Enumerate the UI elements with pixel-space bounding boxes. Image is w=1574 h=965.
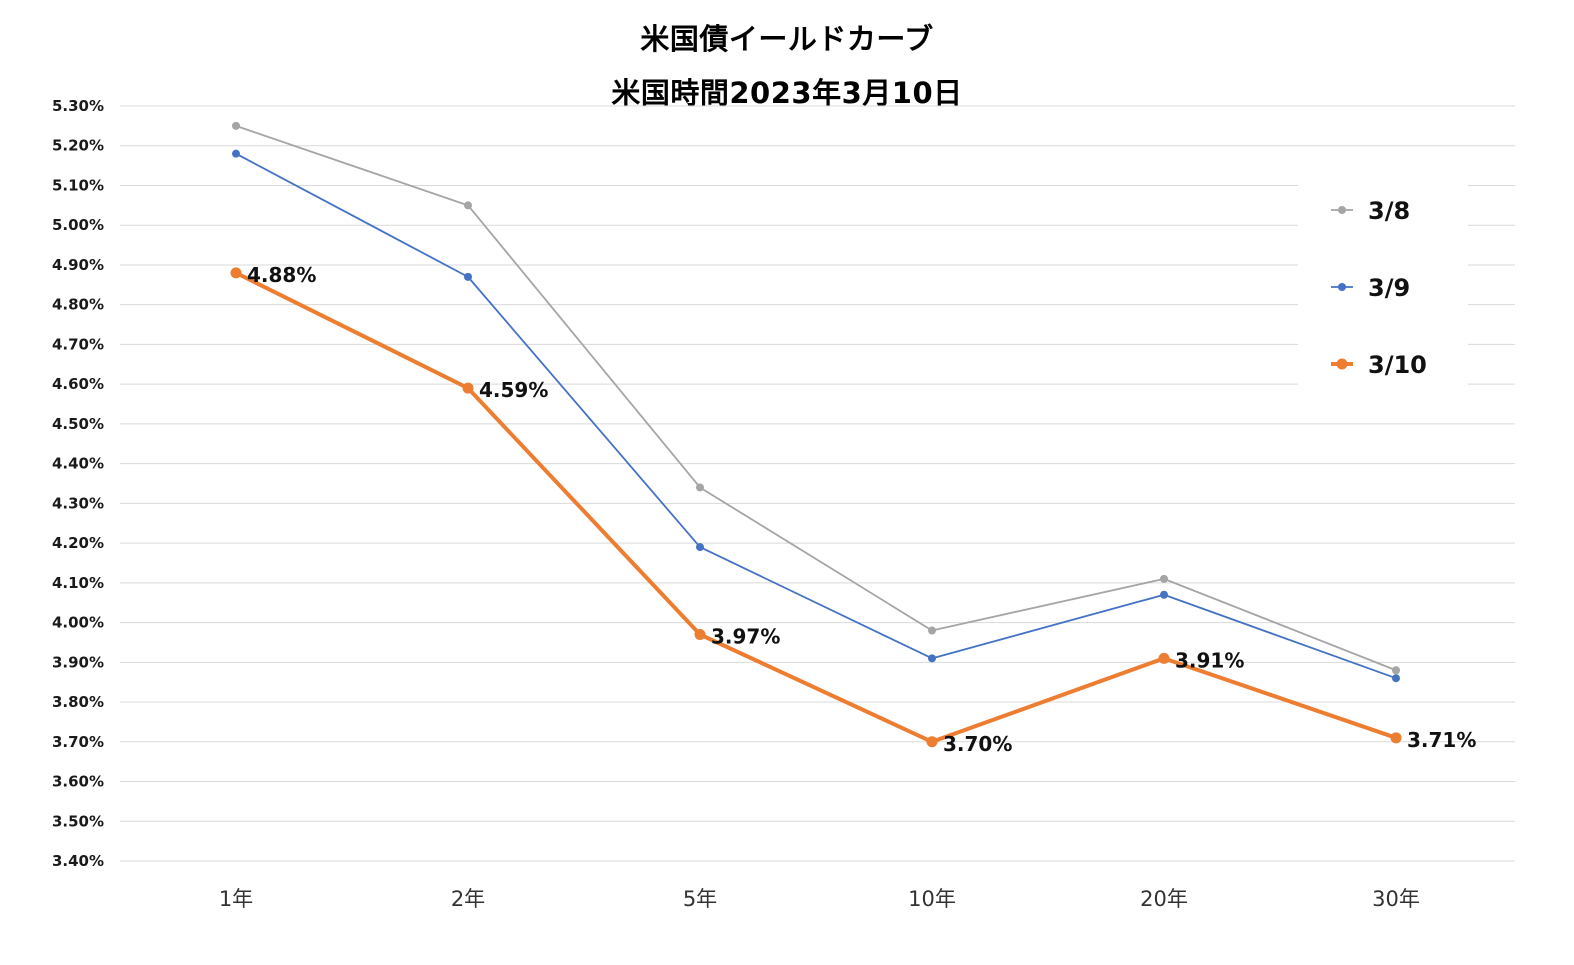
y-tick-label: 3.80%	[52, 693, 104, 711]
series-3-10	[230, 267, 1402, 748]
data-point	[1390, 732, 1402, 744]
series-line	[235, 271, 1397, 744]
data-point	[1158, 652, 1170, 664]
y-tick-label: 4.10%	[52, 574, 104, 592]
legend-label: 3/10	[1368, 351, 1427, 379]
y-axis: 5.30% 5.20% 5.10% 5.00% 4.90% 4.80% 4.70% 4.60%…	[52, 97, 104, 870]
y-tick-label: 5.00%	[52, 216, 104, 234]
data-label: 3.91%	[1175, 648, 1244, 672]
data-point	[464, 272, 472, 281]
data-labels: 4.88% 4.59% 3.97% 3.70% 3.91% 3.71%	[247, 263, 1476, 756]
x-tick-label: 5年	[683, 887, 717, 911]
data-point	[928, 654, 936, 663]
legend-label: 3/8	[1368, 197, 1410, 225]
y-tick-label: 5.30%	[52, 97, 104, 115]
data-point	[1160, 574, 1168, 583]
x-axis: 1年 2年 5年 10年 20年 30年	[219, 887, 1420, 911]
data-label: 3.71%	[1407, 728, 1476, 752]
series-line	[235, 125, 1397, 672]
y-tick-label: 4.30%	[52, 494, 104, 512]
x-tick-label: 20年	[1140, 887, 1188, 911]
y-tick-label: 4.00%	[52, 614, 104, 632]
data-point	[928, 626, 936, 635]
y-tick-label: 4.80%	[52, 296, 104, 314]
legend-item: 3/10	[1331, 351, 1427, 379]
data-point	[232, 121, 240, 130]
x-tick-label: 1年	[219, 887, 253, 911]
x-tick-label: 30年	[1372, 887, 1420, 911]
series-3-8	[232, 121, 1400, 675]
data-point	[462, 382, 474, 394]
data-point	[1392, 674, 1400, 683]
legend-marker	[1338, 206, 1346, 214]
data-label: 3.97%	[711, 625, 780, 649]
legend-item: 3/8	[1331, 197, 1410, 225]
series-lines	[230, 121, 1402, 748]
data-point	[1160, 590, 1168, 599]
legend: 3/8 3/9 3/10	[1298, 165, 1468, 395]
data-label: 4.88%	[247, 263, 316, 287]
legend-item: 3/9	[1331, 274, 1410, 302]
chart-title: 米国債イールドカーブ	[640, 22, 934, 56]
legend-marker	[1338, 283, 1346, 291]
data-point	[696, 483, 704, 492]
y-tick-label: 5.10%	[52, 176, 104, 194]
y-tick-label: 3.50%	[52, 812, 104, 830]
y-tick-label: 3.70%	[52, 733, 104, 751]
legend-label: 3/9	[1368, 274, 1410, 302]
y-tick-label: 4.60%	[52, 375, 104, 393]
series-line	[235, 152, 1397, 680]
data-point	[926, 736, 938, 748]
y-tick-label: 4.20%	[52, 534, 104, 552]
chart-subtitle: 米国時間2023年3月10日	[611, 76, 963, 110]
data-label: 3.70%	[943, 732, 1012, 756]
data-point	[464, 201, 472, 210]
data-point	[230, 267, 242, 279]
y-tick-label: 4.70%	[52, 335, 104, 353]
data-point	[232, 149, 240, 158]
data-point	[696, 543, 704, 552]
x-tick-label: 2年	[451, 887, 485, 911]
data-point	[694, 629, 706, 640]
y-tick-label: 4.90%	[52, 256, 104, 274]
y-tick-label: 4.40%	[52, 455, 104, 473]
data-point	[1392, 666, 1400, 675]
y-tick-label: 5.20%	[52, 137, 104, 155]
y-tick-label: 3.40%	[52, 852, 104, 870]
series-3-9	[232, 149, 1400, 683]
y-tick-label: 3.90%	[52, 653, 104, 671]
data-label: 4.59%	[479, 378, 548, 402]
gridlines	[120, 105, 1515, 862]
x-tick-label: 10年	[908, 887, 956, 911]
legend-marker	[1336, 358, 1348, 370]
y-tick-label: 3.60%	[52, 773, 104, 791]
y-tick-label: 4.50%	[52, 415, 104, 433]
